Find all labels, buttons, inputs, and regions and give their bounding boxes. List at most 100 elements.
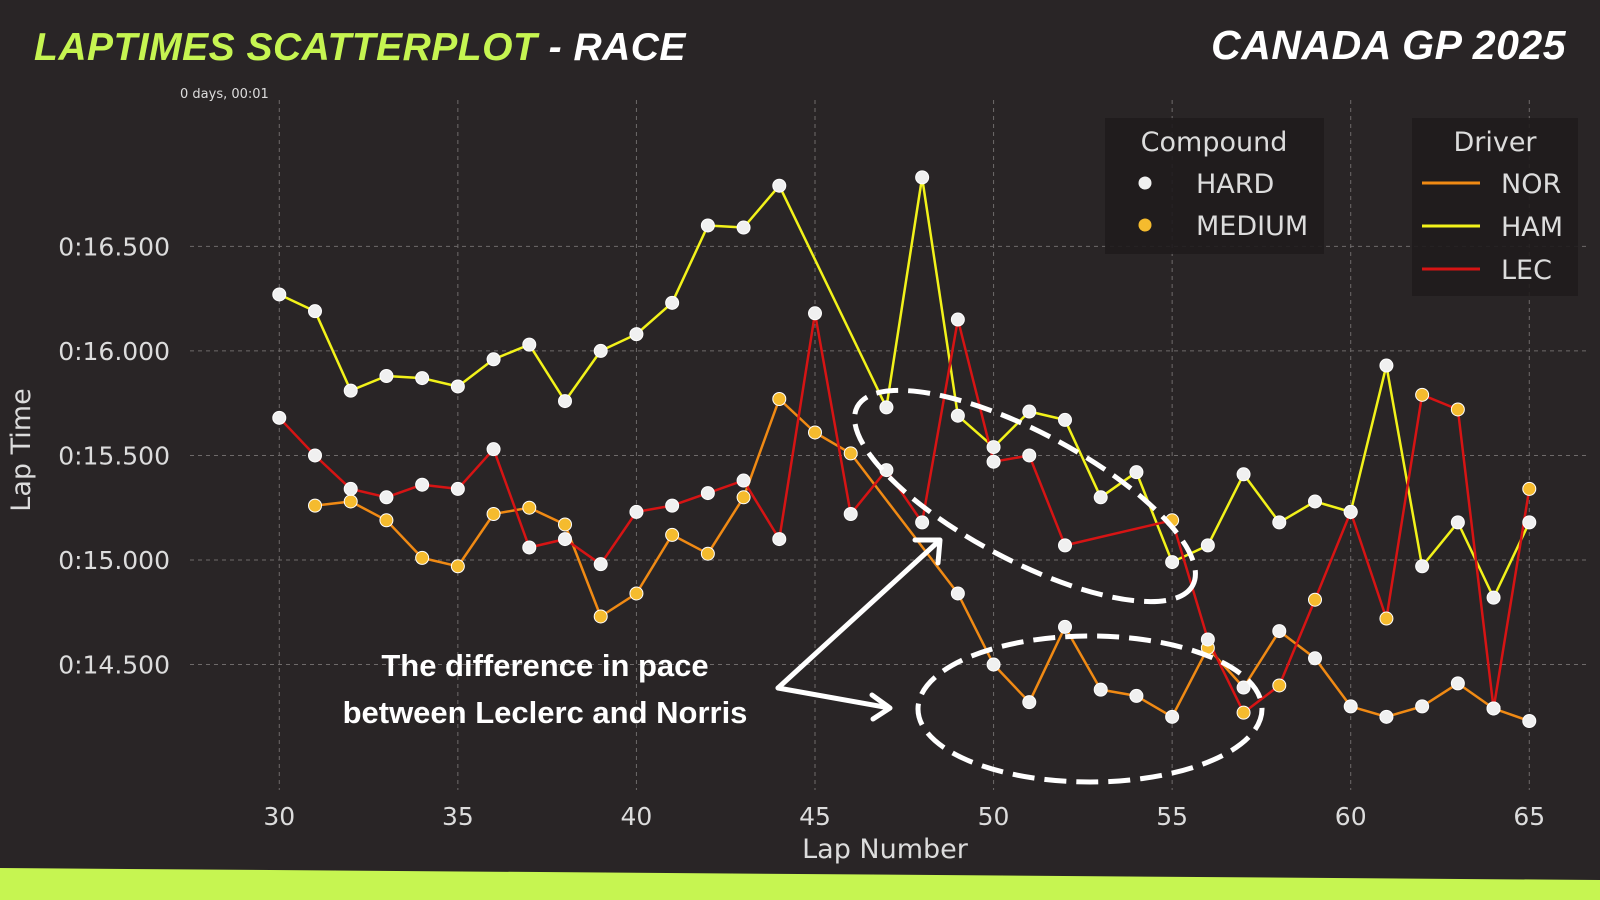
data-point-nor bbox=[379, 513, 394, 528]
driver-legend-label: HAM bbox=[1501, 212, 1563, 243]
line-layer bbox=[278, 176, 1531, 723]
data-point-nor bbox=[558, 517, 572, 532]
data-point-lec bbox=[665, 498, 680, 513]
data-point-ham bbox=[1486, 590, 1501, 605]
series-line-lec bbox=[278, 312, 1531, 714]
data-point-ham bbox=[629, 327, 644, 342]
annotation-text-line1: The difference in pace bbox=[381, 648, 708, 683]
data-point-lec bbox=[1272, 678, 1287, 693]
y-tick-label: 0:15.000 bbox=[58, 546, 170, 575]
data-point-lec bbox=[1236, 705, 1251, 720]
data-point-lec bbox=[1379, 611, 1394, 626]
data-point-nor bbox=[1343, 699, 1358, 714]
x-tick-label: 55 bbox=[1156, 802, 1188, 831]
data-point-nor bbox=[522, 500, 537, 515]
data-point-lec bbox=[558, 532, 572, 547]
point-layer bbox=[272, 170, 1537, 728]
data-point-ham bbox=[915, 170, 930, 185]
data-point-nor bbox=[343, 494, 358, 509]
data-point-nor bbox=[1165, 709, 1180, 724]
data-point-nor bbox=[736, 490, 751, 505]
data-point-nor bbox=[1129, 688, 1144, 703]
chart-title-rest: - RACE bbox=[537, 26, 686, 69]
data-point-ham bbox=[343, 383, 358, 398]
data-point-ham bbox=[700, 218, 715, 233]
annotation-layer: The difference in pace between Leclerc a… bbox=[343, 387, 1265, 785]
data-point-nor bbox=[1450, 676, 1465, 691]
event-title: CANADA GP 2025 bbox=[1211, 22, 1566, 68]
data-point-ham bbox=[1165, 555, 1180, 570]
compound-legend-title: Compound bbox=[1141, 127, 1288, 158]
y-axis-label: Lap Time bbox=[6, 388, 37, 511]
legend-layer: Compound HARD MEDIUM Driver NOR HAM LEC bbox=[1105, 118, 1578, 296]
data-point-nor bbox=[629, 586, 644, 601]
x-tick-label: 35 bbox=[442, 802, 474, 831]
data-point-nor bbox=[1058, 619, 1072, 634]
data-point-lec bbox=[915, 515, 930, 530]
data-point-ham bbox=[1379, 358, 1394, 373]
data-point-nor bbox=[843, 446, 858, 461]
data-point-ham bbox=[1093, 490, 1108, 505]
data-point-lec bbox=[1022, 448, 1037, 463]
data-point-nor bbox=[1415, 699, 1430, 714]
x-tick-label: 60 bbox=[1335, 802, 1367, 831]
data-point-ham bbox=[772, 178, 787, 193]
data-point-ham bbox=[1522, 515, 1537, 530]
compound-legend-marker bbox=[1138, 176, 1152, 190]
compound-legend-marker bbox=[1138, 218, 1152, 232]
series-line-ham bbox=[278, 176, 1531, 599]
data-point-ham bbox=[558, 394, 572, 409]
data-point-lec bbox=[415, 477, 430, 492]
data-point-nor bbox=[415, 550, 430, 565]
annotation-text-line2: between Leclerc and Norris bbox=[343, 695, 748, 730]
grid-layer bbox=[190, 100, 1590, 790]
y-tick-label: 0:15.500 bbox=[58, 441, 170, 470]
timestamp-label: 0 days, 00:01 bbox=[180, 87, 269, 102]
data-point-ham bbox=[450, 379, 465, 394]
data-point-lec bbox=[593, 557, 608, 572]
highlight-ellipse-upper bbox=[852, 387, 1198, 605]
x-tick-label: 30 bbox=[263, 802, 295, 831]
data-point-lec bbox=[808, 306, 822, 321]
data-point-lec bbox=[700, 486, 715, 501]
x-tick-label: 65 bbox=[1513, 802, 1545, 831]
data-point-nor bbox=[1379, 709, 1394, 724]
data-point-ham bbox=[1058, 412, 1072, 427]
data-point-lec bbox=[1522, 481, 1537, 496]
data-point-lec bbox=[1343, 504, 1358, 519]
bottom-accent-stripe bbox=[0, 868, 1600, 900]
data-point-ham bbox=[522, 337, 537, 352]
driver-legend-label: LEC bbox=[1501, 255, 1552, 286]
data-point-lec bbox=[1415, 387, 1430, 402]
y-tick-label: 0:16.000 bbox=[58, 337, 170, 366]
data-point-ham bbox=[1200, 538, 1215, 553]
data-point-nor bbox=[808, 425, 822, 440]
data-point-lec bbox=[950, 312, 965, 327]
x-tick-label: 40 bbox=[621, 802, 653, 831]
data-point-lec bbox=[450, 481, 465, 496]
data-point-lec bbox=[1308, 592, 1322, 607]
data-point-ham bbox=[1022, 404, 1037, 419]
tick-layer: 30 35 40 45 50 55 60 65 0:14.500 0:15.000 0:15.500… bbox=[58, 232, 1545, 831]
data-point-nor bbox=[486, 507, 501, 521]
annotation-arrow-lower bbox=[775, 685, 893, 722]
data-point-lec bbox=[272, 410, 287, 425]
highlight-ellipse-lower bbox=[915, 633, 1265, 785]
data-point-lec bbox=[1058, 538, 1072, 553]
data-point-lec bbox=[629, 504, 644, 519]
chart-title-accent: LAPTIMES SCATTERPLOT bbox=[34, 26, 538, 69]
x-axis-label: Lap Number bbox=[802, 834, 969, 865]
data-point-lec bbox=[379, 490, 394, 505]
data-point-ham bbox=[593, 343, 608, 358]
data-point-nor bbox=[1236, 680, 1251, 695]
driver-legend-box bbox=[1412, 118, 1578, 296]
data-point-lec bbox=[1450, 402, 1465, 417]
data-point-ham bbox=[1450, 515, 1465, 530]
data-point-lec bbox=[986, 454, 1001, 469]
data-point-ham bbox=[665, 295, 680, 310]
data-point-nor bbox=[1522, 714, 1537, 728]
compound-legend-label: HARD bbox=[1196, 169, 1274, 200]
data-point-ham bbox=[1129, 465, 1144, 480]
data-point-nor bbox=[450, 559, 465, 574]
